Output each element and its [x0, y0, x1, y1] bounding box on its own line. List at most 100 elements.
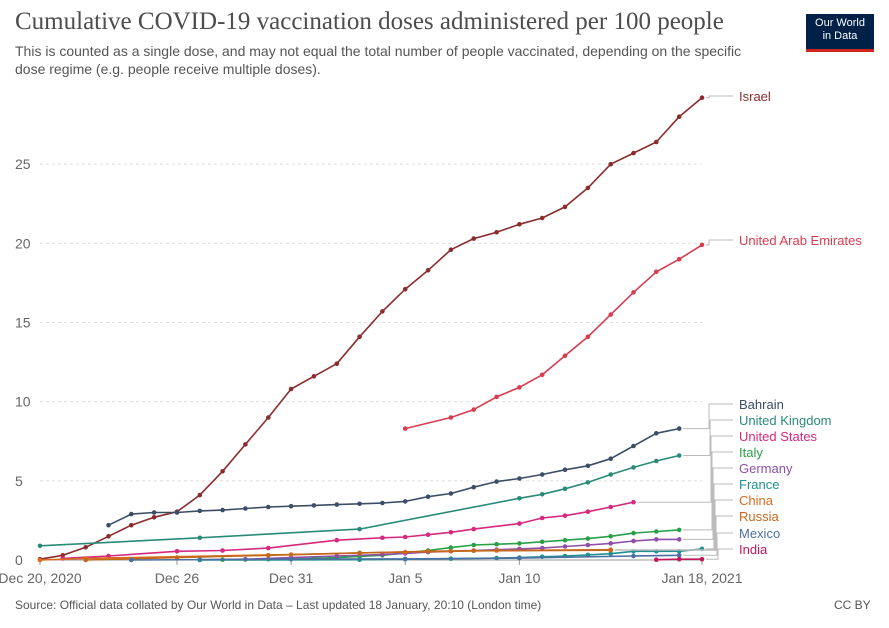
y-tick-label: 5: [15, 473, 23, 489]
data-point: [83, 557, 88, 563]
data-point: [562, 353, 568, 359]
data-point: [151, 515, 157, 520]
data-point: [608, 504, 613, 510]
data-point: [425, 494, 431, 500]
y-tick-label: 10: [15, 394, 31, 410]
label-connector: [706, 95, 733, 99]
x-tick-label: Jan 5: [388, 570, 422, 586]
data-point: [129, 557, 134, 563]
data-point: [699, 95, 705, 100]
data-point: [676, 256, 682, 262]
data-point: [425, 532, 431, 537]
series-label: United States: [739, 429, 818, 444]
data-point: [539, 545, 545, 551]
series-label: France: [739, 477, 779, 492]
series-label: Russia: [739, 509, 780, 524]
data-point: [676, 426, 682, 431]
data-point: [220, 507, 225, 513]
gridlines: [40, 163, 702, 561]
data-point: [654, 269, 659, 275]
y-tick-label: 25: [15, 156, 31, 172]
data-point: [631, 150, 636, 156]
series-label: Italy: [739, 445, 763, 460]
data-point: [585, 334, 591, 340]
x-tick-label: Dec 26: [155, 570, 200, 586]
series-label: Germany: [739, 461, 793, 476]
data-point: [699, 242, 705, 248]
data-point: [494, 541, 499, 547]
series-line: [39, 454, 680, 547]
data-point: [380, 500, 385, 506]
x-tick-label: Dec 20, 2020: [0, 570, 82, 586]
data-point: [562, 486, 568, 492]
label-connector: [637, 435, 733, 503]
series-russia: [83, 547, 613, 563]
data-point: [676, 453, 682, 458]
series-label: Bahrain: [739, 397, 784, 412]
owid-logo[interactable]: Our World in Data: [806, 14, 874, 52]
data-point: [631, 465, 636, 470]
data-point: [129, 522, 134, 528]
data-point: [699, 556, 705, 562]
data-point: [676, 527, 682, 533]
data-point: [357, 501, 362, 507]
data-point: [288, 556, 294, 562]
data-point: [220, 548, 225, 553]
data-point: [380, 535, 385, 541]
data-point: [129, 511, 134, 517]
data-point: [243, 442, 248, 447]
data-point: [608, 541, 613, 546]
label-connector: [683, 403, 733, 430]
license-link[interactable]: CC BY: [834, 598, 871, 612]
data-point: [106, 534, 111, 539]
data-point: [608, 456, 613, 462]
series-label: India: [739, 542, 768, 557]
data-point: [654, 537, 659, 542]
data-point: [288, 503, 294, 509]
data-point: [174, 510, 180, 515]
data-point: [608, 312, 613, 317]
data-point: [494, 230, 499, 235]
data-point: [425, 268, 431, 273]
data-point: [517, 222, 522, 227]
data-point: [357, 550, 362, 556]
data-point: [266, 545, 271, 551]
data-point: [243, 506, 248, 511]
data-point: [608, 161, 613, 167]
data-point: [197, 508, 203, 514]
data-point: [517, 541, 522, 546]
data-point: [448, 530, 454, 535]
series-label: Mexico: [739, 526, 780, 541]
data-point: [448, 247, 454, 252]
data-point: [608, 472, 613, 477]
data-point: [37, 557, 43, 563]
x-tick-label: Jan 10: [498, 570, 540, 586]
series-line: [108, 427, 680, 526]
series-mexico: [129, 553, 682, 563]
data-point: [402, 426, 408, 431]
data-point: [517, 521, 522, 526]
data-point: [288, 386, 294, 392]
x-axis-ticks: Dec 20, 2020 Dec 26 Dec 31 Jan 5 Jan 10 Jan 1…: [0, 560, 743, 586]
data-point: [562, 204, 568, 210]
data-point: [608, 547, 613, 553]
data-point: [585, 463, 591, 469]
series-line: [131, 554, 680, 561]
data-point: [425, 549, 431, 554]
data-point: [608, 551, 613, 556]
data-point: [402, 286, 408, 292]
data-point: [402, 499, 408, 504]
chart-subtitle: This is counted as a single dose, and ma…: [15, 43, 742, 77]
data-point: [266, 553, 271, 558]
data-point: [174, 555, 180, 560]
data-point: [631, 538, 636, 544]
label-connector: [706, 483, 733, 550]
data-point: [608, 534, 613, 539]
data-point: [539, 372, 545, 378]
data-point: [517, 476, 522, 481]
data-point: [334, 537, 340, 543]
chart-title: Cumulative COVID-19 vaccination doses ad…: [15, 8, 724, 35]
x-tick-label: Dec 31: [269, 570, 314, 586]
data-point: [471, 542, 477, 548]
